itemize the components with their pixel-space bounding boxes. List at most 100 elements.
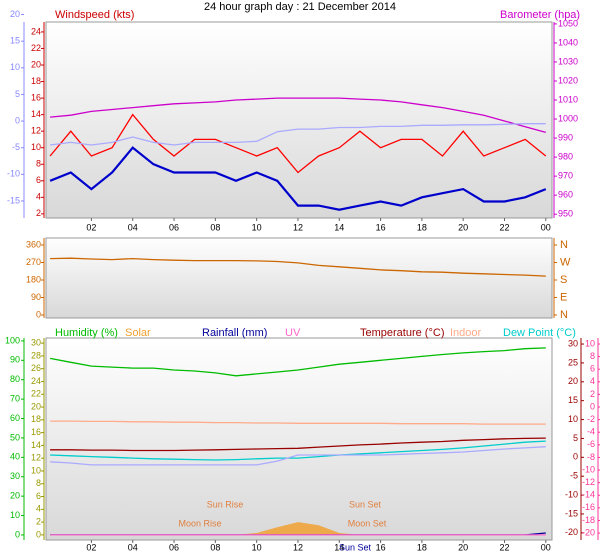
- x-tick-label: 18: [417, 222, 427, 232]
- y-tick-label: 4: [590, 376, 595, 386]
- y-tick-label: 60: [10, 413, 20, 423]
- x-tick-label: 00: [541, 222, 551, 232]
- plot-area: [45, 237, 553, 319]
- y-tick-label: -10: [582, 464, 595, 474]
- x-tick-label: 22: [499, 542, 509, 552]
- annotation: Sun Set: [339, 542, 372, 552]
- y-tick-label: 14: [31, 109, 41, 119]
- y-tick-label: -12: [582, 477, 595, 487]
- x-tick-label: 08: [210, 222, 220, 232]
- y-tick-label: -4: [587, 427, 595, 437]
- plot-area: [45, 337, 553, 541]
- y-tick-label: 30: [31, 337, 41, 347]
- x-tick-label: 20: [458, 542, 468, 552]
- y-tick-label: 5: [15, 89, 20, 99]
- y-tick-label: 2: [36, 516, 41, 526]
- annotation: Sun Rise: [207, 499, 244, 509]
- y-tick-label: 12: [31, 453, 41, 463]
- y-tick-label: 4: [36, 504, 41, 514]
- y-tick-label: 20: [10, 9, 20, 19]
- legend-entry: Solar: [125, 327, 151, 339]
- x-tick-label: 10: [252, 542, 262, 552]
- y-tick-label: E: [560, 291, 567, 303]
- y-tick-label: 1030: [558, 56, 578, 66]
- line-series: [50, 446, 546, 466]
- y-tick-label: 30: [10, 471, 20, 481]
- y-tick-label: 50: [10, 432, 20, 442]
- annotation: Moon Set: [348, 518, 387, 528]
- y-tick-label: -5: [570, 471, 578, 481]
- x-tick-label: 12: [293, 542, 303, 552]
- y-tick-label: 0: [573, 452, 578, 462]
- y-tick-label: 24: [31, 26, 41, 36]
- y-tick-label: 0: [36, 529, 41, 539]
- y-tick-label: 980: [558, 151, 573, 161]
- y-tick-label: 960: [558, 190, 573, 200]
- y-tick-label: 16: [31, 92, 41, 102]
- y-tick-label: -16: [582, 502, 595, 512]
- y-tick-label: -8: [587, 452, 595, 462]
- y-tick-label: 70: [10, 393, 20, 403]
- x-tick-label: 00: [541, 542, 551, 552]
- y-tick-label: 10: [31, 465, 41, 475]
- x-tick-label: 02: [86, 222, 96, 232]
- y-tick-label: 22: [31, 43, 41, 53]
- y-tick-label: 1020: [558, 75, 578, 85]
- y-tick-label: 22: [31, 389, 41, 399]
- line-series: [49, 113, 547, 174]
- x-tick-label: 04: [128, 542, 138, 552]
- x-tick-label: 14: [334, 222, 344, 232]
- line-series: [50, 97, 546, 134]
- y-tick-label: 14: [31, 440, 41, 450]
- x-tick-label: 18: [417, 542, 427, 552]
- x-tick-label: 16: [376, 222, 386, 232]
- y-tick-label: 1040: [558, 37, 578, 47]
- y-tick-label: W: [560, 256, 571, 268]
- y-tick-label: 1010: [558, 94, 578, 104]
- y-tick-label: 15: [568, 395, 578, 405]
- area-series: [50, 522, 546, 535]
- y-tick-label: -2: [587, 414, 595, 424]
- y-tick-label: 0: [15, 529, 20, 539]
- x-tick-label: 10: [252, 222, 262, 232]
- line-series: [49, 146, 547, 211]
- y-tick-label: 10: [585, 338, 595, 348]
- y-tick-label: 18: [31, 76, 41, 86]
- y-tick-label: 20: [31, 59, 41, 69]
- y-tick-label: 90: [10, 355, 20, 365]
- y-tick-label: 2: [36, 208, 41, 218]
- y-tick-label: -15: [565, 508, 578, 518]
- line-series: [50, 420, 546, 425]
- y-tick-label: 20: [568, 376, 578, 386]
- legend-entry: Dew Point (°C): [503, 327, 576, 339]
- line-series: [50, 440, 546, 461]
- axis-title: Windspeed (kts): [55, 9, 134, 21]
- y-tick-label: 180: [26, 274, 41, 284]
- line-series: [50, 437, 546, 452]
- y-tick-label: S: [560, 274, 567, 286]
- y-tick-label: 6: [36, 491, 41, 501]
- y-tick-label: 80: [10, 374, 20, 384]
- y-tick-label: 6: [36, 175, 41, 185]
- y-tick-label: 18: [31, 414, 41, 424]
- y-tick-label: 40: [10, 452, 20, 462]
- y-tick-label: N: [560, 309, 568, 321]
- x-tick-label: 20: [458, 222, 468, 232]
- y-tick-label: 1050: [558, 18, 578, 28]
- y-tick-label: 4: [36, 192, 41, 202]
- legend-entry: Humidity (%): [55, 327, 118, 339]
- y-tick-label: -10: [565, 489, 578, 499]
- y-tick-label: 16: [31, 427, 41, 437]
- y-tick-label: 12: [31, 126, 41, 136]
- y-tick-label: -5: [12, 142, 20, 152]
- x-tick-label: 06: [169, 542, 179, 552]
- x-tick-label: 06: [169, 222, 179, 232]
- y-tick-label: N: [560, 239, 568, 251]
- y-tick-label: -10: [7, 169, 20, 179]
- x-tick-label: 22: [499, 222, 509, 232]
- y-tick-label: 10: [568, 414, 578, 424]
- x-tick-label: 16: [376, 542, 386, 552]
- y-tick-label: 950: [558, 209, 573, 219]
- y-tick-label: -20: [582, 527, 595, 537]
- y-tick-label: 6: [590, 364, 595, 374]
